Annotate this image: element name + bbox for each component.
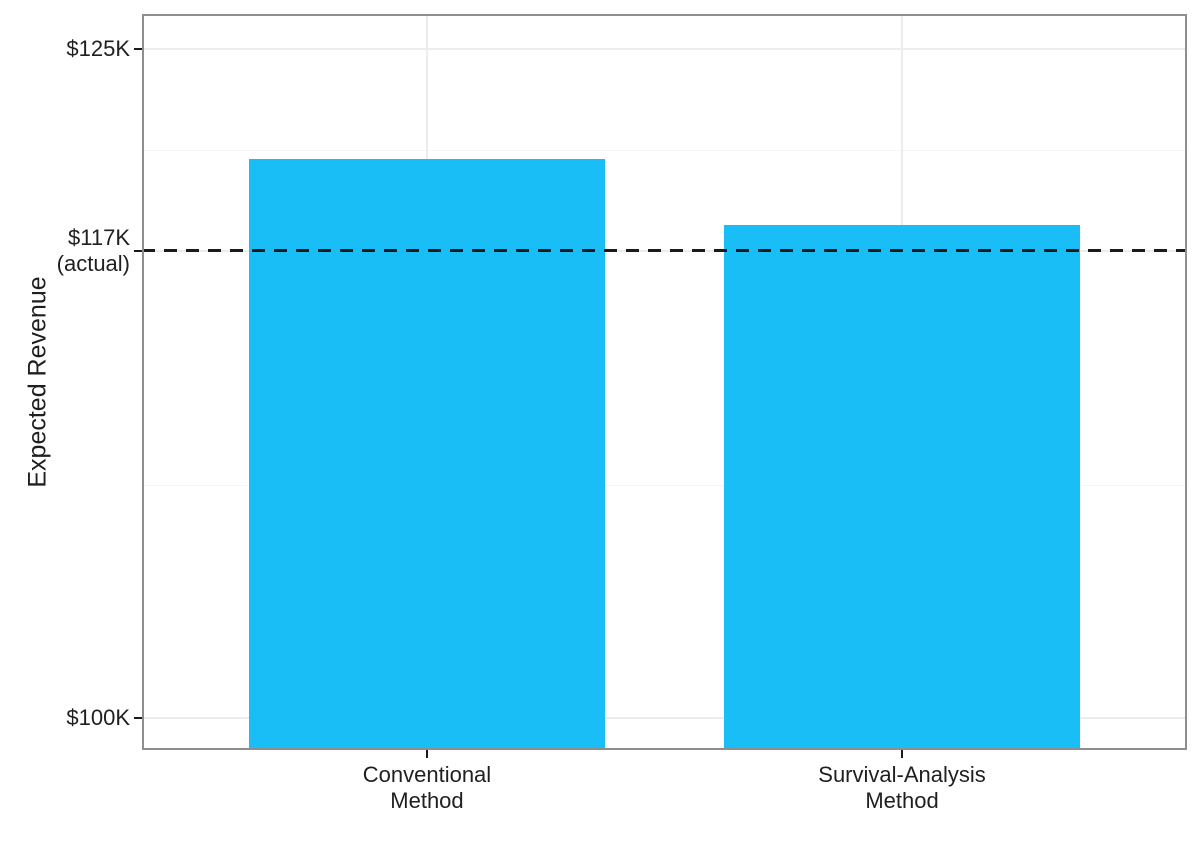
x-axis-tick — [425, 750, 428, 758]
y-axis-tick — [134, 249, 142, 252]
label-line: Survival-Analysis — [818, 762, 986, 787]
label-line: $117K — [68, 224, 130, 250]
x-tick-label: Survival-Analysis Method — [818, 762, 986, 814]
label-line: Method — [390, 788, 464, 813]
y-tick-label: $100K — [0, 705, 130, 731]
label-line: $100K — [66, 704, 130, 730]
x-tick-label: Conventional Method — [363, 762, 491, 814]
label-line: $125K — [66, 35, 130, 61]
bar-survival-analysis — [724, 225, 1081, 750]
label-line: Conventional — [362, 762, 492, 787]
y-axis-title: Expected Revenue — [23, 276, 52, 488]
plot-panel — [142, 14, 1187, 750]
label-line: Method — [865, 788, 939, 813]
bar-conventional — [248, 158, 605, 750]
grid-major-line — [142, 716, 1187, 719]
y-axis-tick — [134, 47, 142, 50]
grid-minor-line — [142, 149, 1187, 151]
label-line: (actual) — [56, 250, 130, 276]
grid-minor-line — [142, 484, 1187, 486]
actual-revenue-reference-line — [142, 249, 1187, 253]
y-tick-label: $125K — [0, 36, 130, 62]
x-axis-tick — [901, 750, 904, 758]
y-tick-label: $117K (actual) — [0, 225, 130, 277]
y-axis-tick — [134, 716, 142, 719]
grid-major-line — [142, 47, 1187, 50]
